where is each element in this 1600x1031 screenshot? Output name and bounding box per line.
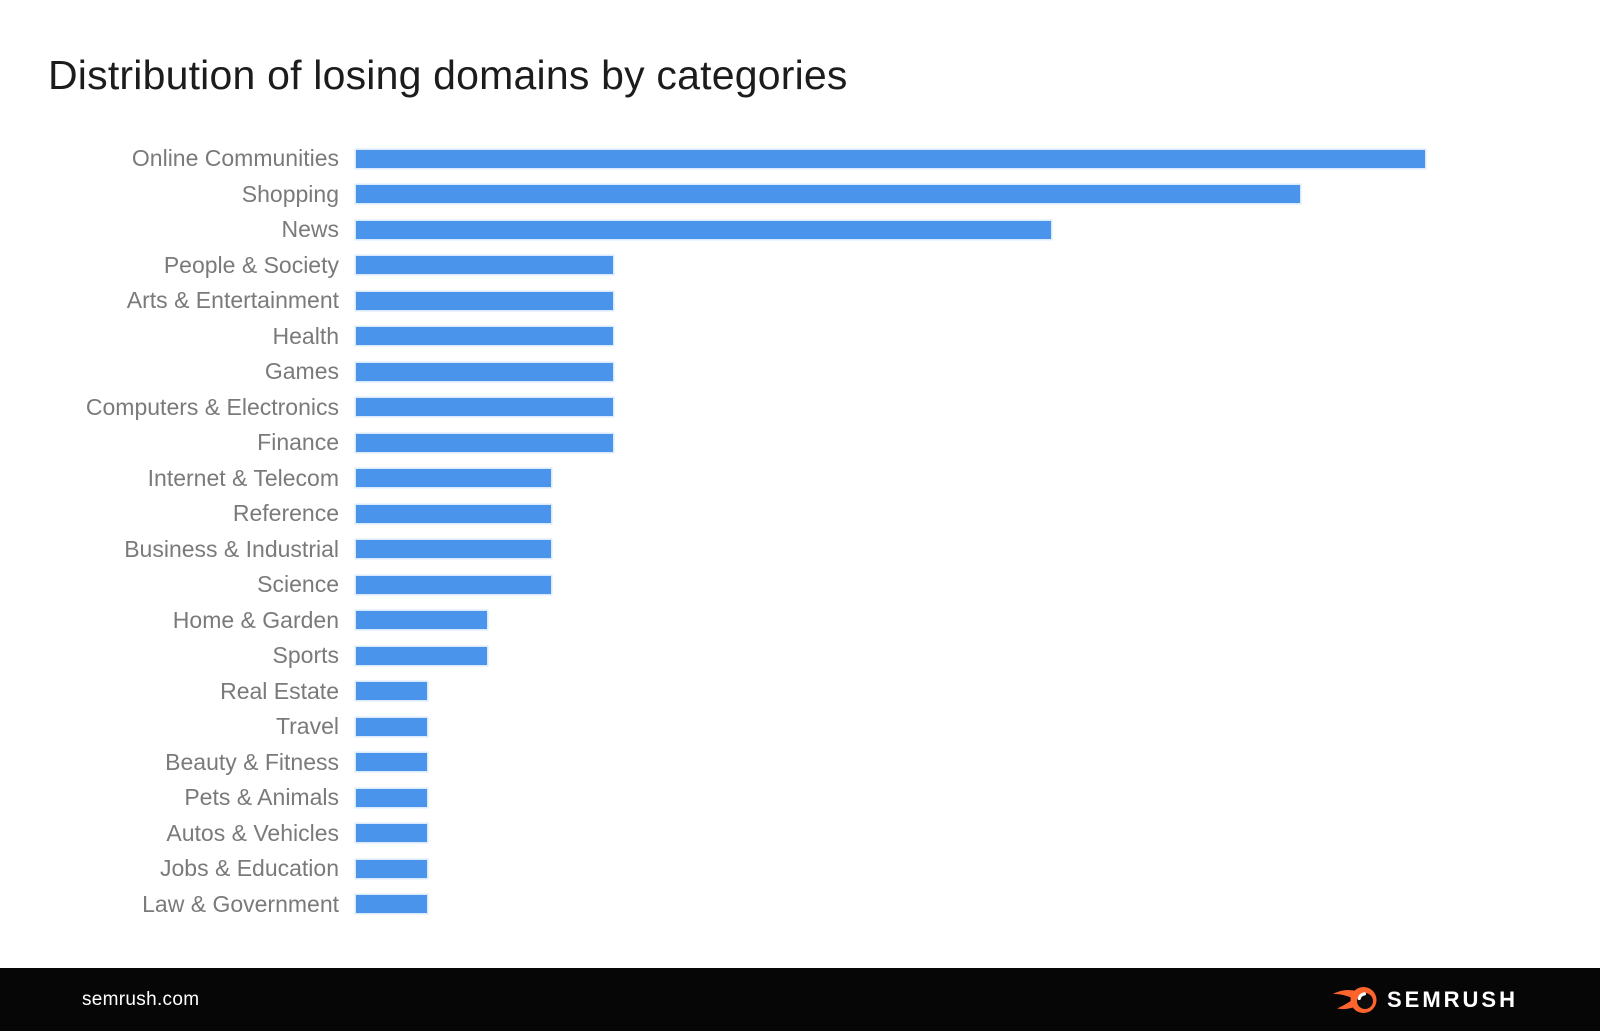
chart-title: Distribution of losing domains by catego… [48, 52, 848, 98]
category-label: Real Estate [220, 677, 339, 704]
category-label: Online Communities [131, 145, 339, 172]
bar-area [356, 291, 1600, 310]
bar-area [356, 611, 1600, 630]
bar [356, 256, 613, 275]
chart-row: Law & Government [0, 887, 1600, 923]
category-label: Finance [257, 429, 339, 456]
bar-area [356, 398, 1600, 417]
bar [356, 859, 427, 878]
chart-row: Online Communities [0, 141, 1600, 177]
chart-row: Sports [0, 638, 1600, 674]
bar [356, 185, 1300, 204]
bar-area [356, 717, 1600, 736]
bar-area [356, 753, 1600, 772]
category-label: Autos & Vehicles [166, 819, 339, 846]
bar-area [356, 433, 1600, 452]
bar-area [356, 362, 1600, 381]
chart-rows: Online Communities Shopping News People & S… [0, 141, 1600, 922]
chart-row: Internet & Telecom [0, 461, 1600, 497]
bar-area [356, 895, 1600, 914]
bar-area [356, 220, 1600, 239]
chart-row: Games [0, 354, 1600, 390]
category-label: Business & Industrial [124, 535, 339, 562]
chart-row: Shopping [0, 177, 1600, 213]
bar-area [356, 575, 1600, 594]
chart-row: Pets & Animals [0, 780, 1600, 816]
bar [356, 362, 613, 381]
bar [356, 753, 427, 772]
bar [356, 824, 427, 843]
bar [356, 646, 488, 665]
bar [356, 682, 427, 701]
chart-row: Arts & Entertainment [0, 283, 1600, 319]
bar-area [356, 540, 1600, 559]
category-label: Science [257, 571, 339, 598]
category-label: Reference [232, 500, 339, 527]
category-label: Computers & Electronics [85, 393, 339, 420]
chart-row: Health [0, 319, 1600, 355]
semrush-wordmark: SEMRUSH [1386, 986, 1518, 1012]
category-label: Shopping [241, 180, 339, 207]
chart-row: Business & Industrial [0, 532, 1600, 568]
bar [356, 433, 613, 452]
bar-area [356, 185, 1600, 204]
footer: semrush.com SEMRUSH [0, 968, 1600, 1031]
bar [356, 149, 1425, 168]
bar-area [356, 646, 1600, 665]
category-label: Health [272, 322, 339, 349]
footer-site-text: semrush.com [82, 988, 200, 1010]
category-label: Arts & Entertainment [126, 287, 339, 314]
bar [356, 895, 427, 914]
bar-area [356, 788, 1600, 807]
semrush-flame-icon [1332, 986, 1377, 1013]
bar [356, 504, 551, 523]
category-label: Home & Garden [172, 606, 339, 633]
bar [356, 717, 427, 736]
bar [356, 611, 488, 630]
category-label: Law & Government [142, 890, 339, 917]
category-label: News [281, 216, 339, 243]
bar [356, 291, 613, 310]
chart-row: Reference [0, 496, 1600, 532]
category-label: Internet & Telecom [147, 464, 339, 491]
bar [356, 575, 551, 594]
category-label: Sports [272, 642, 339, 669]
category-label: People & Society [163, 251, 339, 278]
chart-row: Travel [0, 709, 1600, 745]
bar-area [356, 682, 1600, 701]
semrush-logo: SEMRUSH [1332, 985, 1518, 1015]
category-label: Beauty & Fitness [165, 748, 339, 775]
bar-area [356, 149, 1600, 168]
bar-area [356, 469, 1600, 488]
chart-row: Autos & Vehicles [0, 816, 1600, 852]
chart-row: Computers & Electronics [0, 390, 1600, 426]
bar-area [356, 824, 1600, 843]
bar-area [356, 504, 1600, 523]
chart-row: News [0, 212, 1600, 248]
category-label: Travel [275, 713, 339, 740]
category-label: Pets & Animals [184, 784, 339, 811]
bar [356, 469, 551, 488]
chart-row: People & Society [0, 248, 1600, 284]
bar [356, 220, 1051, 239]
bar-area [356, 327, 1600, 346]
bar-area [356, 256, 1600, 275]
bar [356, 327, 613, 346]
category-label: Games [264, 358, 339, 385]
chart-row: Science [0, 567, 1600, 603]
bar-area [356, 859, 1600, 878]
chart-row: Beauty & Fitness [0, 745, 1600, 781]
bar [356, 540, 551, 559]
bar [356, 398, 613, 417]
chart-row: Jobs & Education [0, 851, 1600, 887]
bar [356, 788, 427, 807]
category-label: Jobs & Education [159, 855, 339, 882]
chart-row: Home & Garden [0, 603, 1600, 639]
chart-row: Finance [0, 425, 1600, 461]
chart-row: Real Estate [0, 674, 1600, 710]
